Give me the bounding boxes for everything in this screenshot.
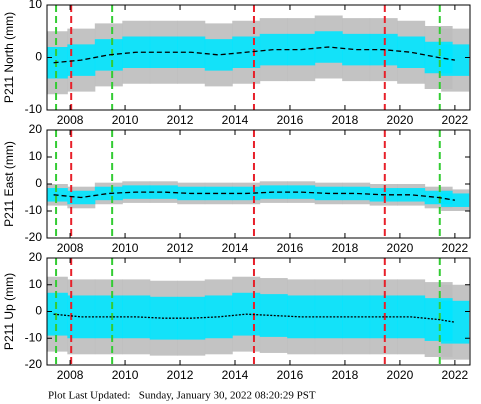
x-tick-label: 2022 [442,241,469,255]
y-tick-label: 20 [29,122,43,136]
x-tick-label: 2008 [57,241,84,255]
x-tick-label: 2010 [112,113,139,127]
x-tick-label: 2016 [277,113,304,127]
x-tick-label: 2016 [277,368,304,382]
y-tick-label: -10 [25,330,43,344]
data-cloud [441,193,470,207]
y-tick-label: -20 [25,230,43,244]
x-tick-label: 2012 [167,113,194,127]
x-tick-label: 2008 [57,368,84,382]
data-cloud [94,186,123,201]
y-axis-label: P211 Up (mm) [2,273,16,350]
y-tick-label: 0 [35,50,42,64]
y-tick-label: 0 [35,176,42,190]
plot-area [47,5,470,110]
y-tick-label: 10 [29,277,43,291]
footer: Plot Last Updated: Sunday, January 30, 2… [48,390,316,402]
x-tick-label: 2014 [222,241,249,255]
x-tick-label: 2018 [332,368,359,382]
data-cloud [397,36,426,68]
x-tick-label: 2022 [442,113,469,127]
plot-area [47,258,470,365]
x-tick-label: 2018 [332,113,359,127]
x-tick-label: 2018 [332,241,359,255]
data-cloud [204,186,233,201]
y-axis-label: P211 North (mm) [2,12,16,103]
y-axis-label: P211 East (mm) [2,141,16,227]
x-tick-label: 2010 [112,368,139,382]
x-tick-label: 2014 [222,113,249,127]
y-tick-label: -20 [25,357,43,371]
x-tick-label: 2008 [57,113,84,127]
model-line [53,46,455,64]
x-tick-label: 2020 [387,368,414,382]
x-tick-label: 2012 [167,241,194,255]
y-tick-label: 10 [29,149,43,163]
y-tick-label: -10 [25,102,43,116]
y-tick-label: 10 [29,0,43,11]
x-tick-label: 2014 [222,368,249,382]
x-tick-label: 2022 [442,368,469,382]
y-tick-label: 0 [35,304,42,318]
model-line [53,191,455,201]
data-cloud [397,188,426,202]
data-cloud [441,44,470,76]
y-tick-label: -10 [25,203,43,217]
data-cloud [149,185,178,199]
x-tick-label: 2016 [277,241,304,255]
data-cloud [342,186,371,201]
data-cloud [94,39,123,71]
x-tick-label: 2020 [387,241,414,255]
y-tick-label: 20 [29,250,43,264]
data-cloud [204,39,233,71]
plot-area [47,130,470,238]
x-tick-label: 2020 [387,113,414,127]
x-tick-label: 2010 [112,241,139,255]
x-tick-label: 2012 [167,368,194,382]
data-cloud [259,33,288,66]
data-cloud [441,300,470,344]
model-line [53,313,455,323]
